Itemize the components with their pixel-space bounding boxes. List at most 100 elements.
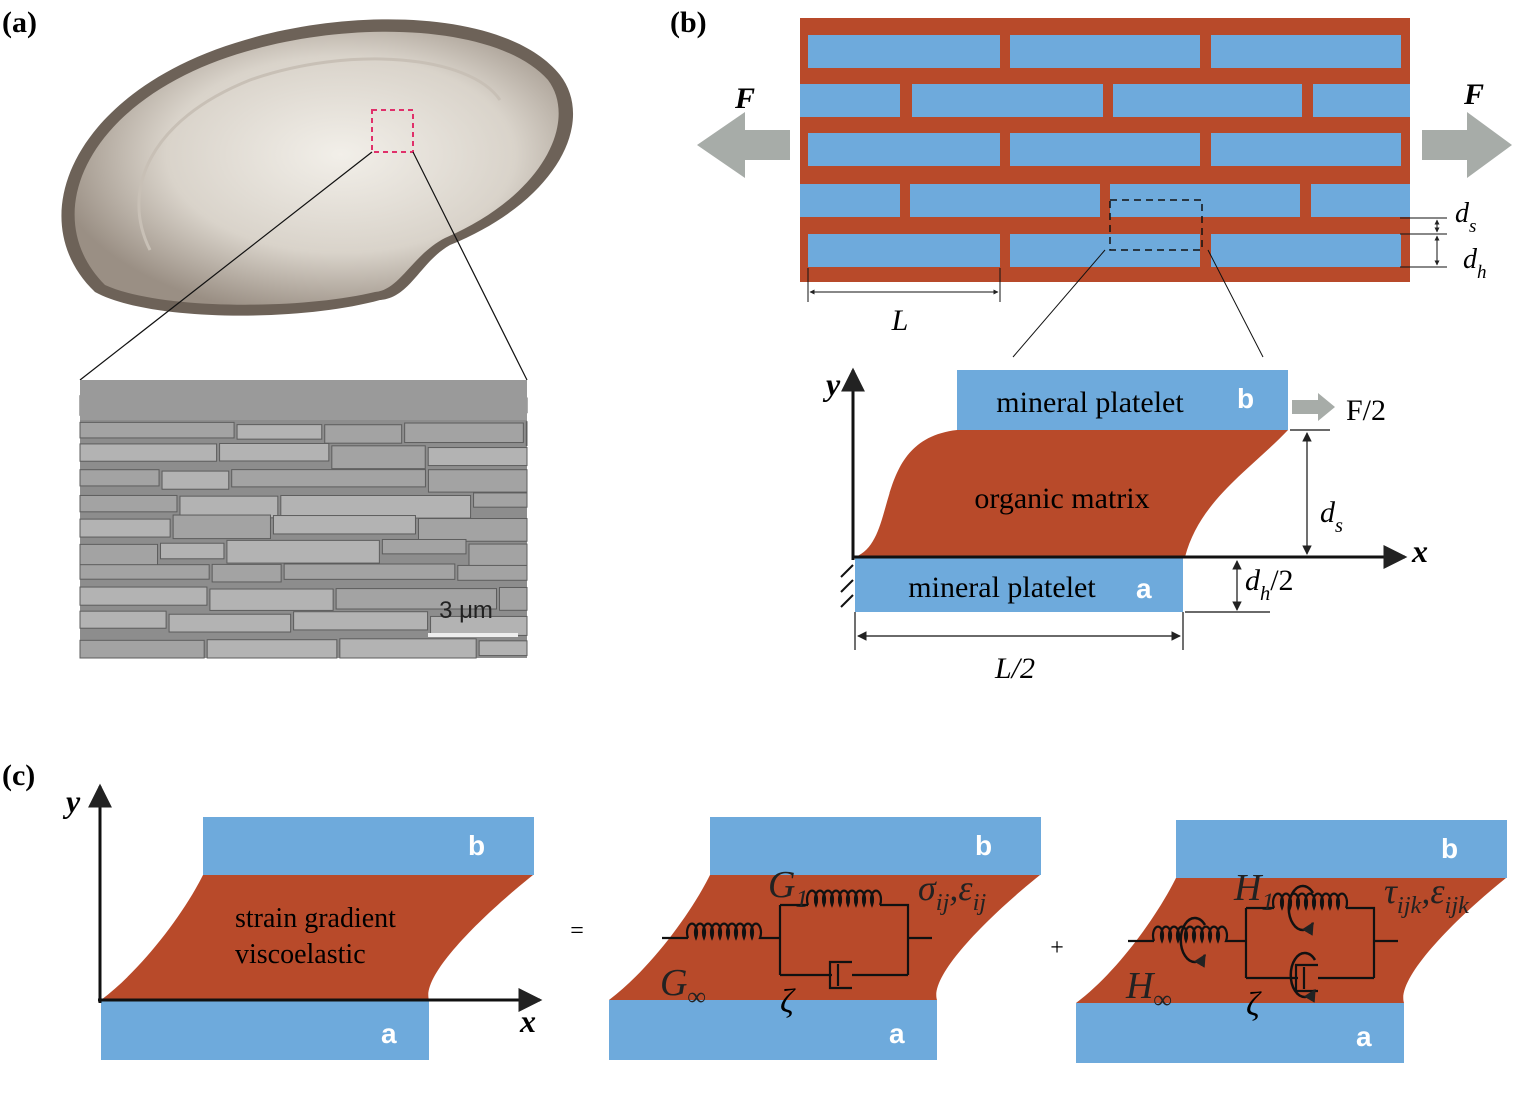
platelet-letter: a bbox=[1356, 1021, 1372, 1052]
sem-platelet bbox=[280, 494, 472, 519]
mineral-brick bbox=[808, 133, 1000, 166]
matrix-label: viscoelastic bbox=[235, 939, 366, 970]
symbol: d bbox=[1245, 564, 1261, 597]
moment-arrow bbox=[1287, 884, 1315, 936]
moment-arrow bbox=[1179, 916, 1207, 968]
mineral-brick bbox=[1313, 84, 1410, 117]
sem-platelet bbox=[272, 515, 416, 535]
sem-platelet bbox=[79, 586, 208, 606]
mineral-brick bbox=[1211, 234, 1401, 267]
dashpot-label: ζ bbox=[780, 983, 796, 1020]
platelet-label: mineral platelet bbox=[908, 571, 1096, 604]
symbol: ε bbox=[958, 868, 973, 908]
symbol: G bbox=[660, 962, 687, 1004]
zoom-box bbox=[1109, 199, 1203, 251]
panel-label: (a) bbox=[2, 6, 37, 39]
spring bbox=[1128, 925, 1246, 944]
zoom-line bbox=[1207, 249, 1264, 358]
zoom-box bbox=[371, 109, 414, 153]
zoom-line bbox=[79, 151, 373, 381]
sem-platelet bbox=[417, 518, 528, 542]
sem-platelet bbox=[211, 563, 282, 583]
sem-platelet bbox=[283, 563, 456, 580]
platelet-letter: a bbox=[381, 1018, 397, 1049]
subscript: ∞ bbox=[1153, 985, 1171, 1014]
sem-platelet bbox=[525, 421, 528, 447]
dashpot bbox=[828, 960, 852, 990]
operator: + bbox=[1050, 935, 1064, 961]
spacing-label: ds bbox=[1455, 198, 1476, 237]
spring-label: H∞ bbox=[1125, 965, 1172, 1014]
symbol: ε bbox=[1430, 871, 1445, 911]
mineral-platelet bbox=[101, 1000, 429, 1060]
sem-platelet bbox=[324, 424, 403, 444]
zoom-line bbox=[1012, 249, 1106, 358]
scale-bar-label: 3 μm bbox=[439, 597, 493, 624]
sem-platelet bbox=[498, 586, 528, 611]
subscript: ij bbox=[936, 889, 950, 916]
mineral-platelet bbox=[1076, 1003, 1404, 1063]
sem-platelet bbox=[161, 470, 230, 490]
shell-growth-line bbox=[137, 57, 502, 251]
sem-platelet bbox=[335, 588, 497, 610]
symbol: d bbox=[1463, 244, 1478, 275]
half-force-label: F/2 bbox=[1346, 394, 1386, 427]
gap-label: ds bbox=[1320, 496, 1343, 537]
sem-platelet bbox=[331, 445, 426, 470]
shell-interior bbox=[74, 31, 559, 305]
mineral-brick bbox=[800, 84, 900, 117]
sem-platelet bbox=[79, 610, 167, 629]
subscript: h bbox=[1260, 583, 1270, 605]
mineral-platelet bbox=[710, 817, 1041, 875]
separator: , bbox=[1421, 871, 1430, 911]
mineral-brick bbox=[800, 184, 900, 217]
sem-platelet bbox=[427, 447, 528, 467]
dimension-lines bbox=[807, 217, 1447, 302]
subscript: ij bbox=[973, 889, 987, 916]
sem-platelet bbox=[473, 492, 528, 508]
subscript: ijk bbox=[1445, 892, 1471, 919]
spring bbox=[805, 889, 883, 908]
matrix-label: organic matrix bbox=[974, 482, 1149, 515]
platelet-letter: b bbox=[468, 830, 485, 861]
separator: , bbox=[949, 868, 958, 908]
platelet-letter: a bbox=[1136, 573, 1152, 604]
axis-label: x bbox=[1411, 533, 1428, 569]
panel-label: (c) bbox=[2, 759, 35, 792]
spring bbox=[1271, 892, 1349, 911]
dashpot-label: ζ bbox=[1246, 986, 1262, 1023]
mineral-brick bbox=[1010, 35, 1200, 68]
force-arrow bbox=[1292, 393, 1335, 421]
symbol: G bbox=[768, 864, 795, 906]
mineral-platelet bbox=[855, 557, 1183, 612]
organic-matrix bbox=[855, 430, 1288, 557]
platelet-letter: b bbox=[975, 830, 992, 861]
symbol: τ bbox=[1384, 871, 1398, 911]
sem-platelet bbox=[79, 421, 235, 439]
half-length-label: L/2 bbox=[994, 652, 1035, 685]
force-label: F bbox=[734, 82, 755, 115]
mineral-brick bbox=[1010, 133, 1200, 166]
symbol: d bbox=[1455, 198, 1470, 229]
subscript: ∞ bbox=[687, 982, 705, 1011]
matrix-label: strain gradient bbox=[235, 903, 396, 934]
spring-label: G1 bbox=[768, 864, 808, 913]
mineral-platelet bbox=[203, 817, 534, 875]
subscript: h bbox=[1477, 262, 1487, 283]
sem-top bbox=[80, 380, 527, 420]
subscript: 1 bbox=[1261, 887, 1274, 916]
sem-platelet bbox=[468, 543, 528, 567]
force-arrow bbox=[697, 112, 790, 178]
subscript: ijk bbox=[1397, 892, 1423, 919]
sem-platelet bbox=[79, 443, 218, 462]
mineral-brick bbox=[1211, 133, 1401, 166]
half-thickness-label: dh/2 bbox=[1245, 564, 1294, 605]
spring-frame bbox=[1244, 906, 1398, 989]
force-label: F bbox=[1463, 78, 1484, 111]
sem-platelet bbox=[79, 639, 205, 659]
sem-platelet bbox=[79, 469, 160, 487]
symbol: H bbox=[1233, 867, 1264, 909]
spring-frame bbox=[778, 903, 932, 986]
symbol: H bbox=[1125, 965, 1156, 1007]
mineral-brick bbox=[808, 35, 1000, 68]
